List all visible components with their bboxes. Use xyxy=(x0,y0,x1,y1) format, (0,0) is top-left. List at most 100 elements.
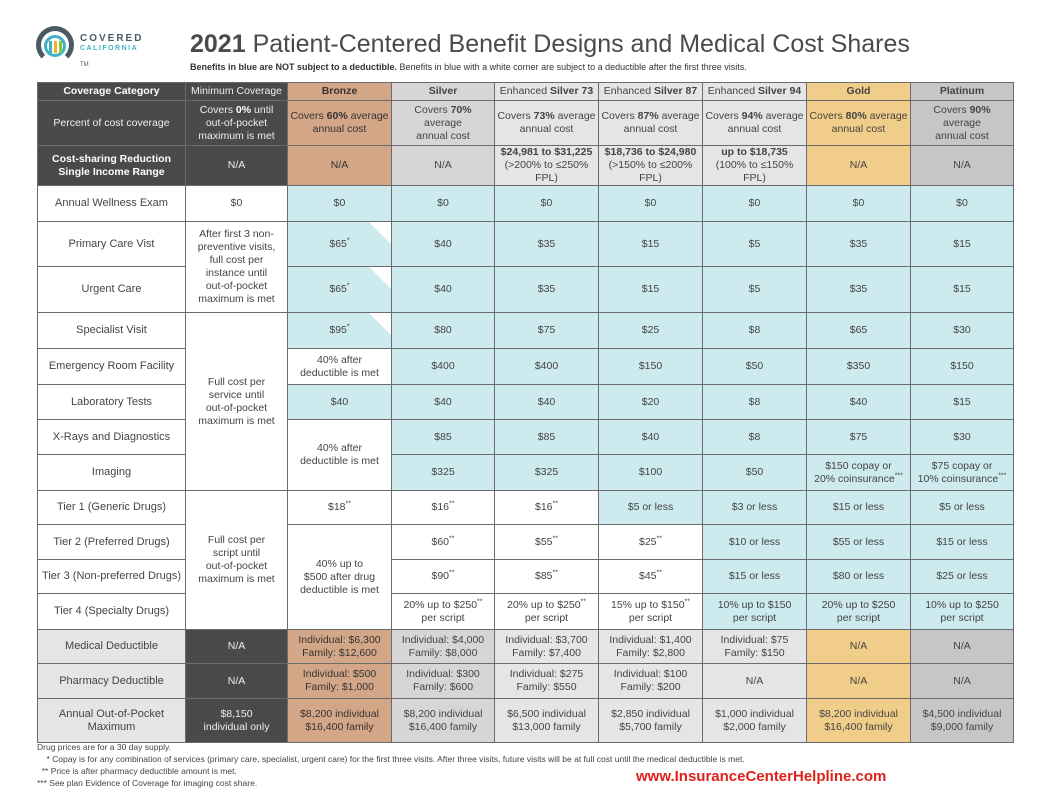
table-cell: $90** xyxy=(391,559,495,594)
cell-text: per script xyxy=(421,611,465,624)
cell-text: $20 xyxy=(641,395,660,408)
cell-text: $35 xyxy=(537,237,556,250)
table-cell: $150 xyxy=(598,348,703,385)
table-cell: Covers 0% until out-of-pocket maximum is… xyxy=(185,100,288,146)
row-label: Urgent Care xyxy=(37,266,186,313)
row-label: Tier 4 (Specialty Drugs) xyxy=(37,593,186,630)
table-cell: 40% up to $500 after drug deductible is … xyxy=(287,524,392,630)
cell-text: N/A xyxy=(227,159,246,171)
cell-text: Pharmacy Deductible xyxy=(59,674,164,687)
cell-text: Primary Care Vist xyxy=(68,237,155,250)
cell-text: $350 xyxy=(846,360,871,372)
table-cell: $80 xyxy=(391,312,495,349)
cell-text: $0 xyxy=(230,197,243,209)
website-link[interactable]: www.InsuranceCenterHelpline.com xyxy=(636,768,887,785)
table-cell: 40% after deductible is met xyxy=(287,419,392,491)
cell-text: $18 xyxy=(328,501,346,513)
table-cell: $85 xyxy=(494,419,599,455)
table-cell: $0 xyxy=(391,185,495,222)
table-cell: $8,200 individual $16,400 family xyxy=(391,698,495,743)
table-cell: N/A xyxy=(806,629,911,664)
footnote-marker: * xyxy=(346,237,350,244)
cell-text: $10 or less xyxy=(728,535,781,548)
table-cell: $85** xyxy=(494,559,599,594)
cell-text: $50 xyxy=(745,466,764,478)
table-cell: $25 xyxy=(598,312,703,349)
table-cell: Individual: $4,000 Family: $8,000 xyxy=(391,629,495,664)
cell-text: Medical Deductible xyxy=(65,640,158,652)
table-cell: 20% up to $250 per script xyxy=(806,593,911,630)
subtitle-text: Benefits in blue with a white corner are… xyxy=(397,62,747,72)
logo-figures-icon xyxy=(49,41,63,53)
table-row: Tier 4 (Specialty Drugs) 20% up to $250**… xyxy=(37,593,1014,630)
table-cell: 20% up to $250** per script xyxy=(391,593,495,630)
cell-text: Coverage Category xyxy=(63,85,160,97)
cell-text: $18,736 to $24,980 xyxy=(604,146,697,158)
cell-text: until out-of-pocket maximum is met xyxy=(198,103,275,142)
row-label: Tier 1 (Generic Drugs) xyxy=(37,490,186,525)
cell-text: $85 xyxy=(537,430,556,443)
cell-text: Individual: $100 Family: $200 xyxy=(613,668,688,693)
table-cell: $325 xyxy=(391,454,495,491)
table-cell: N/A xyxy=(910,145,1014,186)
cell-text: $75 copay or 10% coinsurance xyxy=(917,459,999,485)
cell-text: $150 xyxy=(638,360,663,372)
cell-text: N/A xyxy=(330,159,349,171)
table-cell: N/A xyxy=(910,663,1014,699)
row-label: Specialist Visit xyxy=(37,312,186,349)
table-cell: $15 xyxy=(910,221,1014,267)
cell-text: $80 or less xyxy=(832,570,885,582)
cell-text: $40 xyxy=(434,395,452,408)
cell-text: N/A xyxy=(953,640,971,652)
cell-text: $325 xyxy=(431,466,455,478)
cell-text: Individual: $300 Family: $600 xyxy=(406,668,480,693)
logo-trademark: TM xyxy=(80,62,89,68)
table-row: X-Rays and Diagnostics 40% after deductib… xyxy=(37,419,1014,491)
table-cell: $8,200 individual $16,400 family xyxy=(806,698,911,743)
table-cell: $15 xyxy=(910,266,1014,313)
table-row: Laboratory Tests $40 $40 $40 $20 $8 $40 $15 xyxy=(37,384,1014,420)
table-cell: $45** xyxy=(598,559,703,594)
table-cell: $0 xyxy=(806,185,911,222)
cell-text: Tier 2 (Preferred Drugs) xyxy=(53,535,170,548)
table-cell: Gold xyxy=(806,82,911,101)
table-cell: $0 xyxy=(494,185,599,222)
table-cell: $40 xyxy=(806,384,911,420)
cell-text: $35 xyxy=(849,237,868,250)
table-cell: Individual: $275 Family: $550 xyxy=(494,663,599,699)
footnote-marker: ** xyxy=(449,569,455,577)
cell-text: Silver 87 xyxy=(654,85,698,97)
table-cell: 15% up to $150** per script xyxy=(598,593,703,630)
table-cell: Individual: $75 Family: $150 xyxy=(702,629,807,664)
table-cell: Enhanced Silver 73 xyxy=(494,82,599,101)
table-cell: $350 xyxy=(806,348,911,385)
cell-text: Individual: $3,700 Family: $7,400 xyxy=(505,633,588,659)
cell-text: Platinum xyxy=(939,85,985,97)
cell-text: Covers xyxy=(705,110,742,122)
cell-text: $400 xyxy=(534,360,559,372)
footnote-marker: ** xyxy=(552,535,558,542)
table-cell: $35 xyxy=(494,221,599,267)
cell-text: $5 xyxy=(748,283,761,295)
table-cell: $0 xyxy=(910,185,1014,222)
cell-text: Emergency Room Facility xyxy=(48,360,175,372)
cell-text: $3 or less xyxy=(731,501,778,513)
table-cell: Covers 60% average annual cost xyxy=(287,100,392,146)
cell-text: Laboratory Tests xyxy=(70,395,153,408)
footnote-marker: ** xyxy=(449,535,455,542)
row-label: Laboratory Tests xyxy=(37,384,186,420)
row-label: Cost-sharing Reduction Single Income Ran… xyxy=(37,145,186,186)
cell-text: Covers xyxy=(809,110,846,122)
cell-text: average annual cost xyxy=(831,110,908,135)
cell-text: $15 or less xyxy=(728,570,781,582)
cell-text: 60% xyxy=(326,110,348,122)
table-cell: Covers 70% average annual cost xyxy=(391,100,495,146)
cell-text: $4,500 individual $9,000 family xyxy=(922,707,1002,733)
table-cell: $100 xyxy=(598,454,703,491)
table-cell: $85 xyxy=(391,419,495,455)
footnote-marker: ** xyxy=(656,569,662,577)
cell-text: $8 xyxy=(748,430,761,443)
cell-text: $0 xyxy=(748,197,761,209)
cell-text: $65 xyxy=(849,324,868,336)
table-cell: N/A xyxy=(287,145,392,186)
